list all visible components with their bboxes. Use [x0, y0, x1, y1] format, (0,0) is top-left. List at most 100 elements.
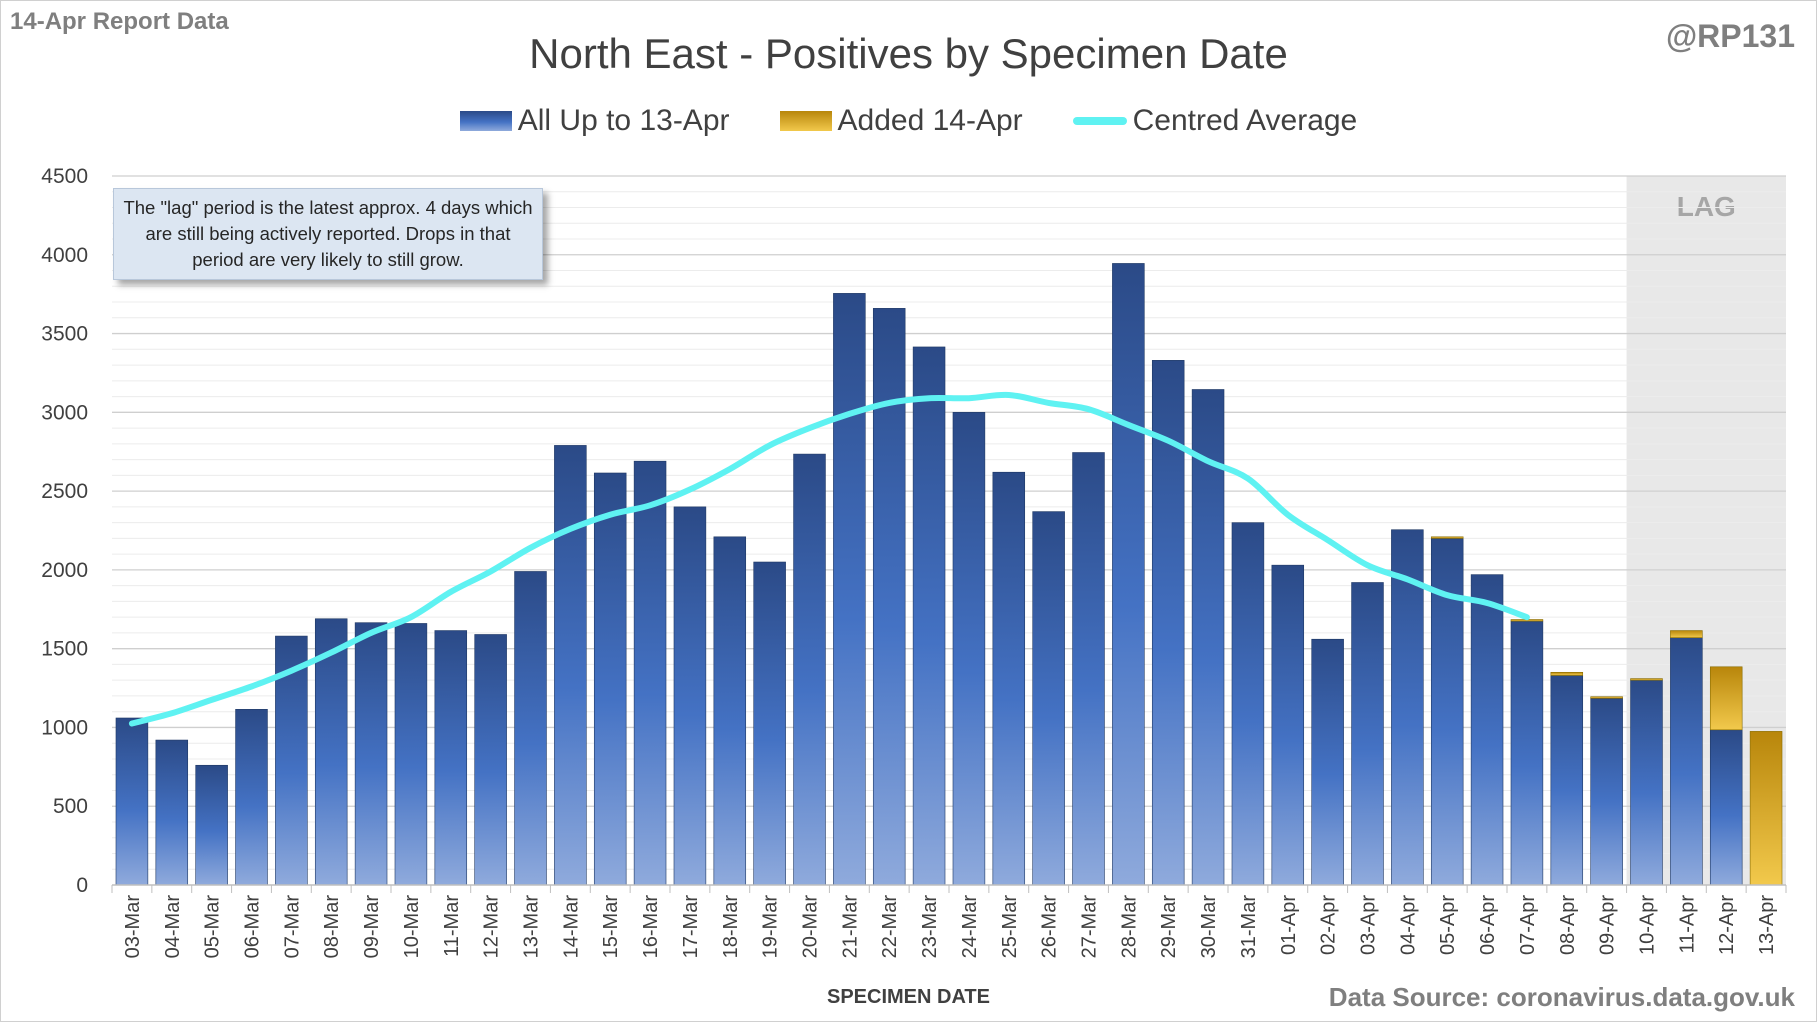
y-tick-label: 3500: [41, 323, 88, 346]
bar-all-06-Mar: [235, 709, 268, 886]
x-axis-title: SPECIMEN DATE: [827, 986, 990, 1008]
bar-added-10-Apr: [1630, 678, 1663, 681]
x-tick-label: 31-Mar: [1238, 895, 1260, 959]
legend-item-all: All Up to 13-Apr: [459, 104, 730, 138]
bar-all-03-Mar: [115, 717, 149, 886]
x-tick-label: 28-Mar: [1118, 895, 1140, 959]
x-tick-label: 03-Apr: [1358, 895, 1380, 955]
legend-label-average: Centred Average: [1132, 104, 1358, 137]
bar-all-03-Apr: [1351, 582, 1384, 886]
x-tick-label: 27-Mar: [1079, 895, 1101, 959]
y-tick-label: 3000: [41, 401, 88, 424]
chart-title: North East - Positives by Specimen Date: [529, 30, 1288, 77]
legend: All Up to 13-Apr Added 14-Apr Centred Av…: [0, 104, 1817, 138]
bar-all-28-Mar: [1112, 263, 1145, 886]
bar-all-11-Apr: [1670, 637, 1703, 886]
x-tick-label: 26-Mar: [1039, 895, 1061, 959]
y-tick-label: 1000: [41, 716, 88, 739]
x-tick-label: 25-Mar: [999, 895, 1021, 959]
bar-all-23-Mar: [912, 346, 946, 886]
bar-all-09-Mar: [354, 622, 388, 886]
bar-all-08-Apr: [1550, 675, 1584, 886]
bar-all-01-Apr: [1271, 564, 1305, 886]
bar-added-11-Apr: [1670, 630, 1703, 638]
bar-all-25-Mar: [992, 471, 1026, 886]
bar-all-04-Mar: [155, 739, 189, 886]
x-tick-label: 05-Mar: [202, 895, 224, 959]
x-tick-label: 12-Mar: [481, 895, 503, 959]
legend-label-all: All Up to 13-Apr: [517, 104, 730, 137]
x-tick-label: 24-Mar: [959, 895, 981, 959]
y-tick-label: 0: [76, 874, 88, 897]
bar-all-08-Mar: [314, 618, 348, 886]
bar-all-15-Mar: [593, 472, 627, 886]
x-tick-label: 08-Mar: [321, 895, 343, 959]
y-tick-label: 2000: [41, 559, 88, 582]
bar-added-13-Apr: [1749, 731, 1783, 886]
author-handle: @RP131: [1665, 18, 1795, 54]
y-tick-label: 4500: [41, 165, 88, 188]
bar-all-12-Apr: [1709, 729, 1743, 886]
average-line-group: [128, 391, 1530, 727]
x-tick-label: 06-Apr: [1477, 895, 1499, 955]
lag-note: The "lag" period is the latest approx. 4…: [113, 188, 543, 280]
x-tick-label: 21-Mar: [839, 895, 861, 959]
bar-all-31-Mar: [1231, 522, 1265, 886]
bar-all-26-Mar: [1032, 511, 1065, 886]
y-tick-label: 1500: [41, 638, 88, 661]
bar-all-14-Mar: [554, 445, 587, 886]
bar-added-09-Apr: [1590, 696, 1623, 699]
x-tick-label: 08-Apr: [1557, 895, 1579, 955]
bar-all-20-Mar: [793, 453, 826, 886]
x-tick-label: 13-Apr: [1756, 895, 1778, 955]
legend-swatch-all: [459, 111, 512, 131]
bar-all-17-Mar: [673, 506, 707, 886]
x-tick-label: 12-Apr: [1716, 895, 1738, 955]
legend-label-added: Added 14-Apr: [837, 104, 1023, 137]
bar-all-12-Mar: [474, 634, 507, 886]
bar-all-11-Mar: [434, 630, 468, 886]
bar-all-22-Mar: [872, 308, 906, 886]
x-tick-label: 15-Mar: [600, 895, 622, 959]
x-tick-label: 04-Mar: [162, 895, 184, 959]
bar-all-27-Mar: [1072, 452, 1105, 886]
y-tick-label: 500: [53, 795, 88, 818]
x-tick-label: 14-Mar: [560, 895, 582, 959]
legend-item-average: Centred Average: [1072, 104, 1358, 138]
bar-all-07-Apr: [1510, 620, 1544, 886]
x-tick-label: 20-Mar: [800, 895, 822, 959]
legend-item-added: Added 14-Apr: [779, 104, 1023, 138]
x-tick-label: 22-Mar: [879, 895, 901, 959]
x-tick-label: 04-Apr: [1397, 895, 1419, 955]
x-tick-label: 07-Mar: [281, 895, 303, 959]
report-label: 14-Apr Report Data: [10, 8, 229, 35]
x-tick-label: 10-Mar: [401, 895, 423, 959]
bar-all-21-Mar: [833, 293, 866, 886]
x-tick-label: 17-Mar: [680, 895, 702, 959]
bar-added-05-Apr: [1430, 536, 1464, 539]
x-tick-label: 09-Apr: [1597, 895, 1619, 955]
y-tick-label: 2500: [41, 480, 88, 503]
bar-all-05-Mar: [195, 764, 228, 886]
bar-all-02-Apr: [1311, 638, 1344, 886]
bar-added-12-Apr: [1709, 666, 1743, 731]
x-tick-label: 11-Apr: [1676, 895, 1698, 954]
x-tick-label: 23-Mar: [919, 895, 941, 959]
x-tick-label: 09-Mar: [361, 895, 383, 959]
x-tick-label: 02-Apr: [1318, 895, 1340, 955]
x-tick-label: 30-Mar: [1198, 895, 1220, 959]
bar-added-08-Apr: [1550, 671, 1584, 676]
x-tick-label: 06-Mar: [242, 895, 264, 959]
legend-swatch-average: [1072, 117, 1127, 125]
x-tick-label: 11-Mar: [441, 895, 463, 957]
bar-all-13-Mar: [514, 571, 547, 886]
x-tick-label: 16-Mar: [640, 895, 662, 959]
bar-all-30-Mar: [1191, 389, 1225, 886]
bar-all-19-Mar: [753, 561, 786, 886]
data-source: Data Source: coronavirus.data.gov.uk: [1328, 982, 1795, 1012]
bar-all-06-Apr: [1470, 574, 1504, 886]
x-tick-label: 03-Mar: [122, 895, 144, 959]
lag-label: LAG: [1677, 191, 1736, 222]
bars: [115, 263, 1783, 886]
